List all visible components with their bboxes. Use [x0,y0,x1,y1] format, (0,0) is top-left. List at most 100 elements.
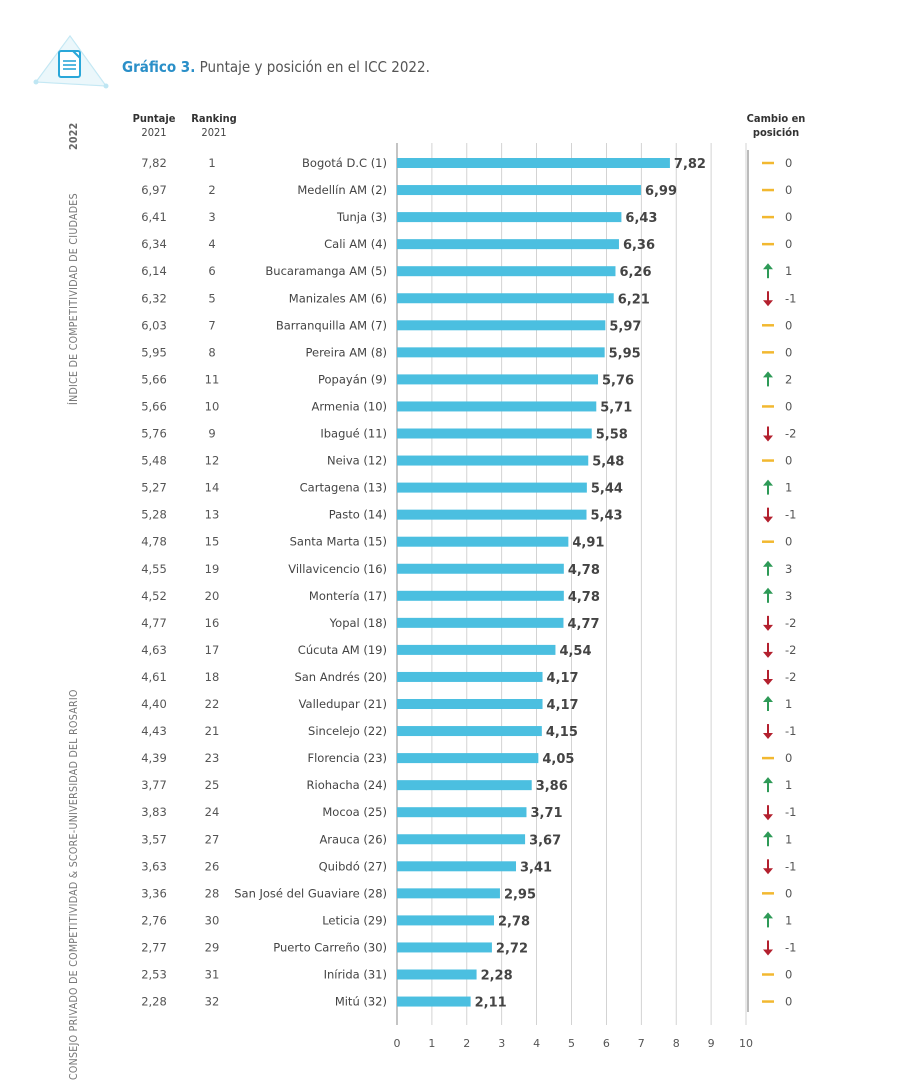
bar [397,347,605,358]
category-label: Mocoa (25) [322,805,387,819]
cambio-value: 0 [785,968,792,982]
puntaje-2021-value: 3,57 [141,832,167,846]
arrow-up-head-icon [763,587,773,594]
ranking-2021-value: 29 [205,940,220,954]
category-label: Cali AM (4) [324,237,387,251]
value-label: 5,95 [609,346,641,361]
bar [397,861,517,872]
ranking-2021-value: 30 [205,913,220,927]
bar [397,780,532,791]
puntaje-2021-value: 4,77 [141,616,167,630]
cambio-value: 0 [785,183,792,197]
arrow-down-head-icon [763,435,773,442]
cambio-value: 0 [785,318,792,332]
category-label: Yopal (18) [329,616,387,630]
value-label: 4,17 [547,671,579,686]
ranking-2021-value: 14 [205,481,220,495]
bar [397,644,556,655]
document-icon [33,34,109,89]
value-label: 2,78 [498,914,530,929]
value-label: 4,77 [567,617,599,632]
bar [397,671,543,682]
puntaje-2021-value: 4,61 [141,670,167,684]
category-label: San Andrés (20) [294,670,387,684]
arrow-up-head-icon [763,371,773,378]
category-label: Inírida (31) [324,968,387,982]
cambio-value: -1 [785,508,796,522]
category-label: San José del Guaviare (28) [234,886,387,900]
ranking-2021-value: 22 [205,697,220,711]
x-tick-label: 4 [533,1037,540,1050]
arrow-down-head-icon [763,949,773,956]
bar [397,726,542,737]
ranking-2021-value: 10 [205,399,220,413]
x-tick-label: 5 [568,1037,575,1050]
puntaje-header-year: 2021 [141,126,167,139]
category-label: Puerto Carreño (30) [273,940,387,954]
ranking-2021-value: 19 [205,562,220,576]
category-label: Neiva (12) [327,454,387,468]
ranking-2021-value: 8 [208,345,215,359]
bar [397,293,614,304]
category-label: Medellín AM (2) [297,183,387,197]
puntaje-2021-value: 4,40 [141,697,167,711]
category-label: Riohacha (24) [307,778,387,792]
category-label: Barranquilla AM (7) [276,318,387,332]
puntaje-2021-value: 2,53 [141,968,167,982]
x-tick-label: 6 [603,1037,610,1050]
ranking-2021-value: 27 [205,832,220,846]
value-label: 6,99 [645,184,677,199]
category-label: Quibdó (27) [319,859,387,873]
bar [397,699,543,709]
arrow-down-head-icon [763,516,773,523]
value-label: 4,17 [547,698,579,713]
arrow-down-head-icon [763,300,773,307]
puntaje-2021-value: 5,27 [141,481,167,495]
arrow-up-head-icon [763,479,773,486]
value-label: 4,91 [572,536,604,551]
puntaje-2021-value: 3,77 [141,778,167,792]
puntaje-2021-value: 5,48 [141,454,167,468]
arrow-down-head-icon [763,651,773,658]
bar [397,942,492,953]
bar [397,428,592,439]
puntaje-2021-value: 3,63 [141,859,167,873]
puntaje-2021-value: 6,14 [141,264,167,278]
arrow-down-head-icon [763,868,773,875]
puntaje-2021-value: 5,95 [141,345,167,359]
value-label: 2,11 [475,996,507,1011]
bar [397,455,589,466]
category-label: Popayán (9) [318,372,387,386]
arrow-up-head-icon [763,831,773,838]
ranking-header-title: Ranking [191,112,237,125]
bar [397,509,587,520]
x-tick-label: 7 [638,1037,645,1050]
x-tick-label: 3 [498,1037,505,1050]
value-label: 5,97 [609,319,641,334]
arrow-up-head-icon [763,263,773,270]
cambio-value: 0 [785,454,792,468]
value-label: 4,78 [568,590,600,605]
ranking-2021-value: 28 [205,886,220,900]
ranking-header-year: 2021 [201,126,227,139]
category-label: Ibagué (11) [320,427,387,441]
ranking-2021-value: 26 [205,859,220,873]
cambio-value: 0 [785,751,792,765]
cambio-value: 1 [785,264,792,278]
cambio-value: -2 [785,643,796,657]
cambio-value: -2 [785,427,796,441]
cambio-value: -1 [785,805,796,819]
ranking-2021-value: 18 [205,670,220,684]
cambio-value: 0 [785,886,792,900]
category-label: Bucaramanga AM (5) [265,264,387,278]
value-label: 4,78 [568,563,600,578]
value-label: 5,76 [602,373,634,388]
value-label: 4,05 [542,752,574,767]
bar [397,617,564,628]
category-label: Cúcuta AM (19) [298,643,387,657]
puntaje-2021-value: 4,52 [141,589,167,603]
cambio-header-line1: Cambio en [746,112,806,125]
cambio-value: 1 [785,913,792,927]
value-label: 5,43 [591,509,623,524]
value-label: 6,36 [623,238,655,253]
